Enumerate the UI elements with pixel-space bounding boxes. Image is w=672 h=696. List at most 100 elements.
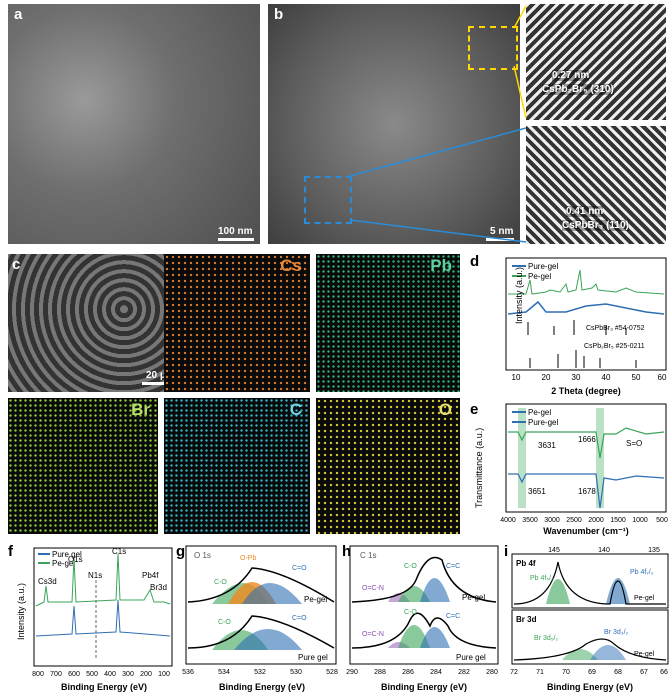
tem-image-a: a 100 nm xyxy=(8,4,260,244)
svg-text:288: 288 xyxy=(374,669,386,676)
svg-text:528: 528 xyxy=(326,669,338,676)
xrd-xlabel: 2 Theta (degree) xyxy=(551,386,621,396)
svg-text:2000: 2000 xyxy=(588,517,604,524)
survey-xticks: 800 700 600 500 400 300 200 100 xyxy=(32,671,170,678)
panel-label-e: e xyxy=(470,401,478,418)
xrd-pe-gel-line xyxy=(508,269,665,295)
h-peak-cc: C=C xyxy=(446,563,460,570)
svg-text:400: 400 xyxy=(104,671,116,678)
svg-text:68: 68 xyxy=(614,669,622,676)
h-xlabel: Binding Energy (eV) xyxy=(381,682,467,692)
peak-c1s: C1s xyxy=(112,547,126,556)
blue-roi-box xyxy=(304,176,352,224)
legend-pe-gel: Pe-gel xyxy=(528,272,551,281)
g-peak-co-b: C-O xyxy=(218,619,231,626)
survey-ylabel: Intensity (a.u.) xyxy=(16,583,26,640)
xps-pb-br-i: i 145 140 135 Pb 4f Br 3d Pb 4f₅/₂ Pb 4f₇/… xyxy=(504,543,669,692)
svg-text:69: 69 xyxy=(588,669,596,676)
svg-text:1500: 1500 xyxy=(610,517,626,524)
eds-map-cs: Cs xyxy=(164,254,310,392)
svg-text:140: 140 xyxy=(598,547,610,554)
peak-n1s: N1s xyxy=(88,571,102,580)
yellow-roi-box xyxy=(468,26,518,70)
element-label-c: C xyxy=(289,400,302,419)
o1s-title: O 1s xyxy=(194,551,211,560)
ftir-xticks: 4000 3500 3000 2500 2000 1500 1000 500 xyxy=(500,517,668,524)
svg-text:284: 284 xyxy=(430,669,442,676)
g-sample-pure: Pure gel xyxy=(298,653,328,662)
g-sample-pe: Pe-gel xyxy=(304,595,327,604)
scale-text-c: 20 μm xyxy=(146,370,175,381)
ann-1666: 1666 xyxy=(578,435,596,444)
i-peak-br32: Br 3d₃/₂ xyxy=(604,629,629,636)
hrtem-image-b: b 5 nm xyxy=(268,4,520,244)
eds-map-pb: Pb xyxy=(316,254,460,392)
h-peak-co: C-O xyxy=(404,563,417,570)
i-peak-pb72: Pb 4f₇/₂ xyxy=(630,569,654,576)
svg-text:282: 282 xyxy=(458,669,470,676)
element-label-cs: Cs xyxy=(280,256,302,275)
survey-pure-line xyxy=(35,599,171,637)
element-label-br: Br xyxy=(131,400,150,419)
panel-label-d: d xyxy=(470,253,479,270)
svg-text:1000: 1000 xyxy=(632,517,648,524)
g-peak-co: C-O xyxy=(214,579,227,586)
panel-label-i: i xyxy=(504,543,508,560)
svg-text:145: 145 xyxy=(548,547,560,554)
svg-text:500: 500 xyxy=(86,671,98,678)
svg-text:60: 60 xyxy=(658,373,667,382)
xrd-chart-d: d Pure-gel Pe-gel CsPbBr₃ #54-0752 CsPb₂… xyxy=(470,253,667,396)
svg-text:4000: 4000 xyxy=(500,517,516,524)
legend-f-pe: Pe-gel xyxy=(52,559,75,568)
i-peak-br52: Br 3d₅/₂ xyxy=(534,635,558,642)
g-xticks: 536 534 532 530 528 xyxy=(182,669,338,676)
phase-top: CsPb₂Br₅ (310) xyxy=(542,84,614,95)
svg-text:72: 72 xyxy=(510,669,518,676)
peak-pb4f: Pb4f xyxy=(142,571,159,580)
svg-text:3500: 3500 xyxy=(522,517,538,524)
phase-bottom: CsPbBr₃ (110) xyxy=(562,220,629,231)
h-peak-ocn-b: O=C-N xyxy=(362,631,384,638)
fft-inset-top: 0.27 nm CsPb₂Br₅ (310) xyxy=(526,4,666,120)
fft-inset-bottom: 0.41 nm CsPbBr₃ (110) xyxy=(526,126,666,244)
g-peak-c=o: C=O xyxy=(292,565,307,572)
i-xticks: 72 71 70 69 68 67 66 xyxy=(510,669,668,676)
svg-text:100: 100 xyxy=(158,671,170,678)
ftir-pe-line xyxy=(508,427,665,459)
g-peak-c=o-b: C=O xyxy=(292,615,307,622)
scale-text-b: 5 nm xyxy=(490,226,514,237)
svg-text:534: 534 xyxy=(218,669,230,676)
xps-survey-f: f Pure gel Pe-gel Cs3d O1s N1s C1s Pb4f … xyxy=(8,543,173,692)
panel-label-a: a xyxy=(14,6,23,23)
svg-text:700: 700 xyxy=(50,671,62,678)
svg-text:2500: 2500 xyxy=(566,517,582,524)
h-xticks: 290 288 286 284 282 280 xyxy=(346,669,498,676)
ref-label-1: CsPbBr₃ #54-0752 xyxy=(586,325,645,332)
ann-1678: 1678 xyxy=(578,487,596,496)
svg-text:3000: 3000 xyxy=(544,517,560,524)
peak-br3d: Br3d xyxy=(150,583,167,592)
svg-text:530: 530 xyxy=(290,669,302,676)
svg-text:200: 200 xyxy=(140,671,152,678)
h-peak-cc-b: C=C xyxy=(446,613,460,620)
ftir-pure-line xyxy=(508,473,665,509)
svg-text:67: 67 xyxy=(640,669,648,676)
svg-text:600: 600 xyxy=(68,671,80,678)
eds-map-o: O xyxy=(316,398,460,534)
svg-text:40: 40 xyxy=(602,373,611,382)
d-spacing-bottom: 0.41 nm xyxy=(566,206,604,217)
svg-text:500: 500 xyxy=(656,517,668,524)
i-xlabel: Binding Energy (eV) xyxy=(547,682,633,692)
g-peak-opb: O-Pb xyxy=(240,555,256,562)
svg-text:20: 20 xyxy=(542,373,551,382)
i-title-br: Br 3d xyxy=(516,615,537,624)
d-spacing-top: 0.27 nm xyxy=(552,70,590,81)
element-label-o: O xyxy=(438,400,452,419)
c1s-title: C 1s xyxy=(360,551,376,560)
panel-label-h: h xyxy=(342,543,351,560)
h-peak-co-b: C-O xyxy=(404,609,417,616)
panel-label-c: c xyxy=(12,256,21,273)
ftir-ylabel: Transmittance (a.u.) xyxy=(474,428,484,508)
ann-3631: 3631 xyxy=(538,441,556,450)
